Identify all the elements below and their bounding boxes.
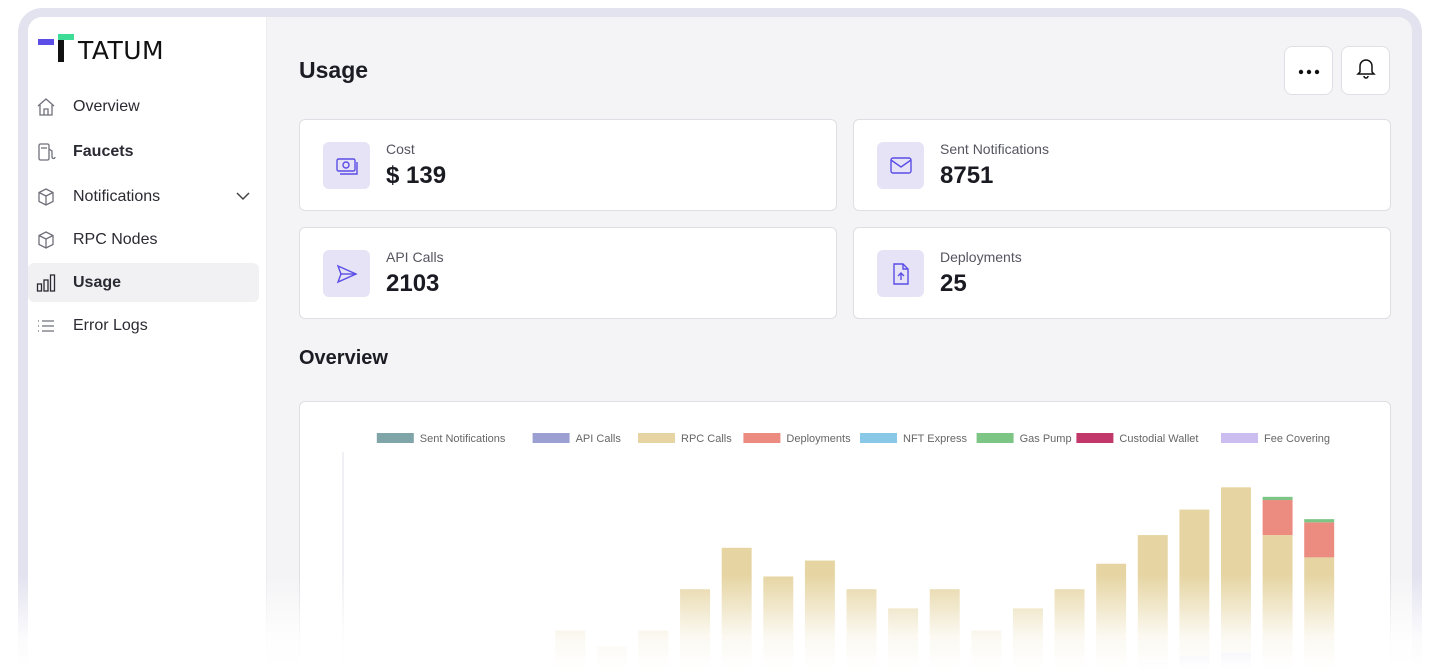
bar-segment[interactable] [513, 665, 544, 669]
usage-chart-card: Sent Notifications API Calls RPC Calls Depl… [299, 401, 1391, 669]
bar-segment[interactable] [680, 589, 711, 669]
fuel-pump-icon [35, 141, 57, 163]
stat-value: 25 [940, 270, 967, 297]
sidebar-item-label: Faucets [73, 142, 134, 160]
bar-segment[interactable] [1137, 662, 1168, 669]
overview-section-title: Overview [299, 347, 388, 369]
brand-logo[interactable]: TATUM [38, 31, 164, 67]
legend-item[interactable]: API Calls [532, 433, 622, 445]
legend-label: NFT Express [903, 433, 967, 445]
stat-value: $ 139 [386, 162, 447, 189]
notifications-button[interactable] [1341, 46, 1390, 95]
bar-segment[interactable] [929, 589, 960, 669]
legend-item[interactable]: NFT Express [860, 433, 967, 445]
sidebar-item-faucets[interactable]: Faucets [28, 132, 259, 171]
legend-item[interactable]: Fee Covering [1221, 433, 1330, 445]
legend-label: Sent Notifications [420, 433, 506, 445]
bar-segment[interactable] [1304, 522, 1335, 558]
stat-label: Cost [386, 141, 415, 157]
bar-segment[interactable] [1012, 608, 1043, 669]
stat-label: Deployments [940, 249, 1022, 265]
bar-segment[interactable] [1220, 652, 1251, 669]
legend-label: Deployments [786, 433, 851, 445]
stat-card-deployments: Deployments 25 [853, 227, 1391, 319]
stat-card-sent-notifications: Sent Notifications 8751 [853, 119, 1391, 211]
sidebar-item-rpc-nodes[interactable]: RPC Nodes [28, 220, 259, 259]
bell-icon [1355, 57, 1376, 84]
legend-label: Fee Covering [1264, 433, 1330, 445]
tatum-logo-icon [38, 34, 74, 62]
sidebar-item-label: Error Logs [73, 316, 148, 334]
bar-segment[interactable] [1304, 519, 1335, 523]
bar-segment[interactable] [1054, 589, 1085, 669]
bar-segment[interactable] [1096, 563, 1127, 669]
bar-segment[interactable] [1137, 535, 1168, 663]
stat-card-api-calls: API Calls 2103 [299, 227, 837, 319]
sidebar-item-usage[interactable]: Usage [28, 263, 259, 302]
stat-value: 2103 [386, 270, 440, 297]
main-content: Usage Cost $ 139 Sent Notifications 8751 [268, 17, 1412, 669]
bar-segment[interactable] [888, 608, 919, 669]
bar-segment[interactable] [1220, 487, 1251, 653]
legend-item[interactable]: Sent Notifications [376, 433, 506, 445]
bar-segment[interactable] [596, 646, 627, 669]
legend-label: API Calls [576, 433, 622, 445]
bar-segment[interactable] [763, 576, 794, 669]
legend-item[interactable]: Gas Pump [976, 433, 1072, 445]
bar-segment[interactable] [971, 630, 1002, 669]
mail-icon [877, 142, 924, 189]
legend-item[interactable]: Custodial Wallet [1076, 433, 1198, 445]
legend-label: RPC Calls [681, 433, 732, 445]
sidebar-item-label: Overview [73, 97, 140, 115]
bar-segment[interactable] [1304, 557, 1335, 669]
brand-name: TATUM [78, 35, 165, 65]
bar-segment[interactable] [1262, 535, 1293, 666]
page-title: Usage [299, 57, 369, 83]
stat-label: API Calls [386, 249, 444, 265]
bar-segment[interactable] [1179, 509, 1210, 657]
usage-stacked-bar-chart: Sent Notifications API Calls RPC Calls Depl… [342, 433, 1335, 669]
bar-chart-icon [35, 272, 57, 294]
stat-card-cost: Cost $ 139 [299, 119, 837, 211]
bar-segment[interactable] [846, 589, 877, 669]
legend-label: Custodial Wallet [1119, 433, 1198, 445]
cube-icon [35, 229, 57, 251]
legend-item[interactable]: RPC Calls [638, 433, 732, 445]
bar-segment[interactable] [721, 547, 752, 669]
stat-value: 8751 [940, 162, 994, 189]
bar-segment[interactable] [1179, 656, 1210, 669]
cube-stack-icon [35, 186, 57, 208]
file-upload-icon [877, 250, 924, 297]
chevron-down-icon[interactable] [235, 188, 251, 209]
bar-segment[interactable] [638, 630, 669, 669]
sidebar-item-label: RPC Nodes [73, 230, 158, 248]
home-icon [35, 96, 57, 118]
list-icon [35, 315, 57, 337]
app-window: TATUM Overview Faucets Notifications [28, 17, 1412, 669]
send-icon [323, 250, 370, 297]
more-horizontal-icon [1298, 62, 1320, 80]
legend-label: Gas Pump [1020, 433, 1072, 445]
bar-segment[interactable] [555, 630, 586, 669]
bar-segment[interactable] [1262, 496, 1293, 501]
stat-label: Sent Notifications [940, 141, 1049, 157]
sidebar-item-label: Notifications [73, 187, 161, 205]
sidebar-item-notifications[interactable]: Notifications [28, 177, 259, 216]
sidebar-item-overview[interactable]: Overview [28, 87, 259, 126]
money-icon [323, 142, 370, 189]
sidebar-item-error-logs[interactable]: Error Logs [28, 306, 259, 345]
sidebar-item-label: Usage [73, 273, 122, 291]
bar-segment[interactable] [1262, 500, 1293, 536]
bar-segment[interactable] [1262, 665, 1293, 669]
legend-item[interactable]: Deployments [743, 433, 851, 445]
more-options-button[interactable] [1284, 46, 1333, 95]
sidebar: TATUM Overview Faucets Notifications [28, 17, 267, 669]
bar-segment[interactable] [804, 560, 835, 669]
